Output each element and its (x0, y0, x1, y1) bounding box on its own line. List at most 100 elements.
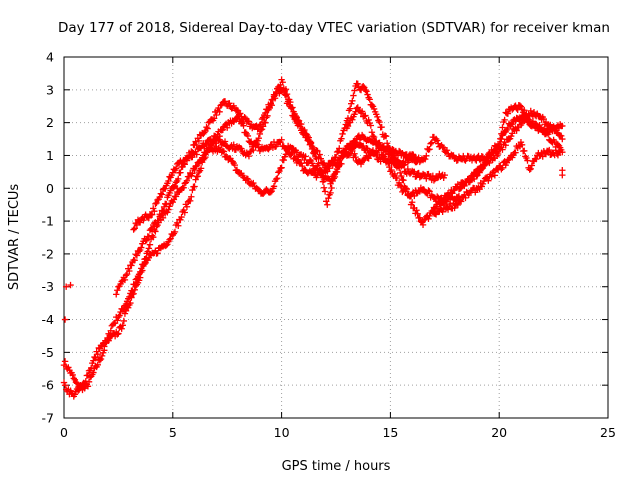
data-point (512, 149, 519, 156)
data-point (430, 177, 438, 184)
data-point (234, 113, 242, 120)
data-point (283, 90, 291, 98)
data-point (135, 248, 143, 255)
data-point (504, 110, 512, 117)
data-point (172, 165, 180, 172)
data-point (360, 142, 367, 150)
data-point (62, 283, 70, 290)
data-point (317, 166, 324, 174)
y-axis: -7 -6 -5 -4 -3 -2 -1 0 1 2 3 4 (42, 50, 608, 426)
data-point (94, 361, 101, 369)
data-point (122, 272, 130, 279)
data-point (478, 153, 485, 160)
data-point (370, 105, 378, 113)
data-point (358, 108, 366, 115)
data-point (301, 126, 308, 134)
data-point (210, 115, 218, 122)
data-point (222, 153, 230, 160)
data-point (320, 184, 328, 191)
data-point (84, 383, 92, 390)
data-point (297, 120, 305, 128)
data-point (426, 146, 433, 153)
data-point (132, 251, 140, 258)
data-point (518, 141, 526, 149)
data-point (193, 162, 200, 169)
data-point (513, 127, 520, 134)
data-point (339, 130, 346, 138)
data-point (325, 194, 332, 202)
data-point (220, 148, 228, 155)
series-outliers (61, 167, 566, 323)
data-point (365, 155, 372, 162)
data-point (558, 132, 565, 140)
data-point (419, 221, 427, 229)
data-point (165, 177, 172, 185)
data-point (69, 371, 76, 379)
data-point (231, 161, 239, 169)
data-point (521, 107, 528, 114)
data-points (60, 76, 566, 400)
y-tick-label: -1 (42, 214, 54, 229)
data-point (71, 391, 79, 398)
data-point (136, 274, 144, 281)
data-point (194, 173, 202, 180)
data-point (398, 172, 405, 180)
data-point (433, 137, 441, 144)
data-point (172, 179, 180, 186)
data-point (319, 178, 327, 185)
data-point (516, 115, 524, 123)
data-point (416, 214, 423, 221)
data-point (130, 290, 137, 297)
data-point (238, 145, 245, 152)
data-point (376, 118, 383, 126)
data-point (113, 291, 120, 298)
data-point (246, 148, 254, 155)
data-point (152, 228, 159, 235)
data-point (552, 147, 559, 154)
data-point (339, 153, 346, 161)
data-point (374, 113, 381, 121)
data-point (499, 124, 506, 131)
data-point (354, 80, 361, 88)
data-point (389, 146, 396, 153)
data-point (336, 162, 343, 169)
data-point (368, 129, 376, 136)
data-point (331, 173, 339, 181)
data-point (189, 170, 196, 177)
data-point (72, 378, 80, 386)
data-point (400, 162, 407, 169)
data-point (302, 153, 309, 160)
data-point (151, 208, 158, 215)
data-point (306, 141, 314, 148)
data-point (546, 128, 553, 136)
data-point (447, 200, 454, 208)
data-point (473, 172, 480, 180)
data-point (485, 177, 492, 184)
data-point (328, 184, 335, 192)
data-point (302, 130, 309, 137)
data-point (294, 116, 302, 124)
data-point (330, 157, 338, 164)
data-point (131, 225, 138, 232)
data-point (499, 164, 506, 171)
data-point (559, 135, 566, 143)
data-point (393, 174, 401, 182)
data-point (82, 378, 89, 385)
data-point (216, 108, 223, 116)
y-axis-title: SDTVAR / TECUs (7, 184, 22, 291)
data-point (130, 226, 137, 233)
data-point (131, 286, 138, 294)
data-point (94, 350, 101, 358)
data-point (148, 211, 156, 218)
data-point (244, 132, 252, 140)
data-point (278, 164, 285, 171)
data-point (279, 79, 286, 86)
x-axis: 0 5 10 15 20 25 (60, 57, 616, 440)
data-point (289, 104, 296, 111)
data-point (525, 116, 532, 123)
data-point (443, 198, 451, 205)
data-point (175, 222, 182, 229)
data-point (303, 131, 310, 138)
data-point (144, 248, 151, 255)
data-point (423, 175, 430, 182)
